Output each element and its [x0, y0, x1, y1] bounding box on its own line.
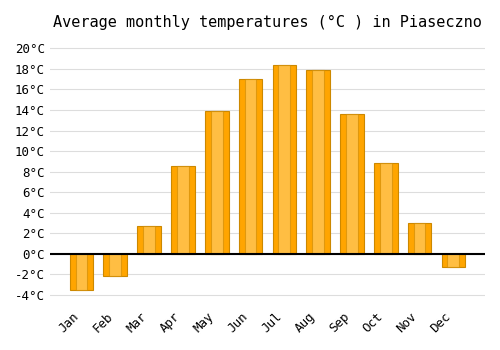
- Bar: [306, 70, 330, 254]
- Bar: [171, 167, 194, 254]
- Title: Average monthly temperatures (°C ) in Piaseczno: Average monthly temperatures (°C ) in Pi…: [53, 15, 482, 30]
- Bar: [414, 223, 426, 254]
- Bar: [110, 254, 121, 276]
- Bar: [177, 167, 189, 254]
- Bar: [408, 223, 432, 254]
- Bar: [380, 163, 392, 254]
- Bar: [138, 226, 161, 254]
- Bar: [442, 254, 465, 267]
- Bar: [244, 79, 256, 254]
- Bar: [448, 254, 460, 267]
- Bar: [211, 111, 222, 254]
- Bar: [70, 254, 94, 290]
- Bar: [340, 114, 364, 254]
- Bar: [346, 114, 358, 254]
- Bar: [238, 79, 262, 254]
- Bar: [312, 70, 324, 254]
- Bar: [278, 65, 290, 254]
- Bar: [205, 111, 229, 254]
- Bar: [272, 65, 296, 254]
- Bar: [143, 226, 155, 254]
- Bar: [104, 254, 127, 276]
- Bar: [76, 254, 88, 290]
- Bar: [374, 163, 398, 254]
